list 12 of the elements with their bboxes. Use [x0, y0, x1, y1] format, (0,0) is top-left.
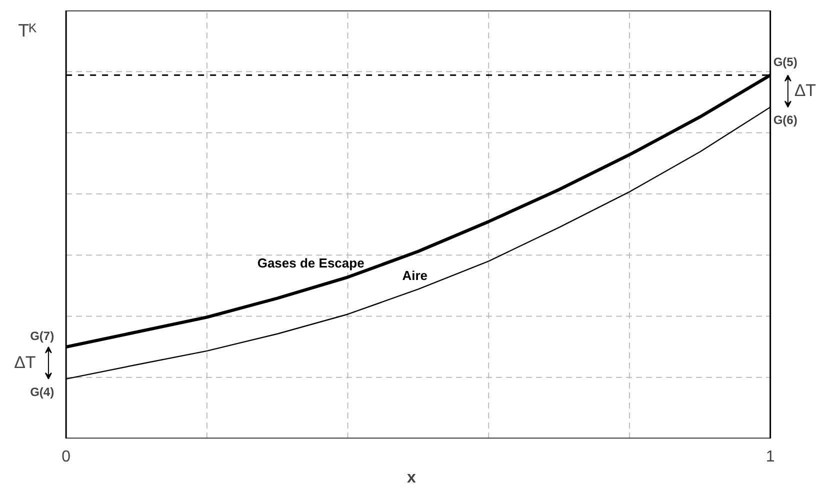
text: G(6) — [773, 113, 798, 128]
text: ΔT — [14, 352, 36, 372]
x-axis-title: x — [407, 470, 416, 486]
text: ΔT — [794, 81, 816, 100]
x-tick-label: 1 — [766, 448, 775, 466]
series-label: Aire — [402, 268, 428, 284]
series-label: Gases de Escape — [257, 255, 364, 270]
x-tick-label: 0 — [62, 448, 71, 466]
text: G(7) — [30, 328, 54, 343]
y-axis-title: Tᴷ — [18, 20, 38, 40]
text: G(5) — [773, 55, 798, 70]
text: G(4) — [30, 384, 54, 399]
